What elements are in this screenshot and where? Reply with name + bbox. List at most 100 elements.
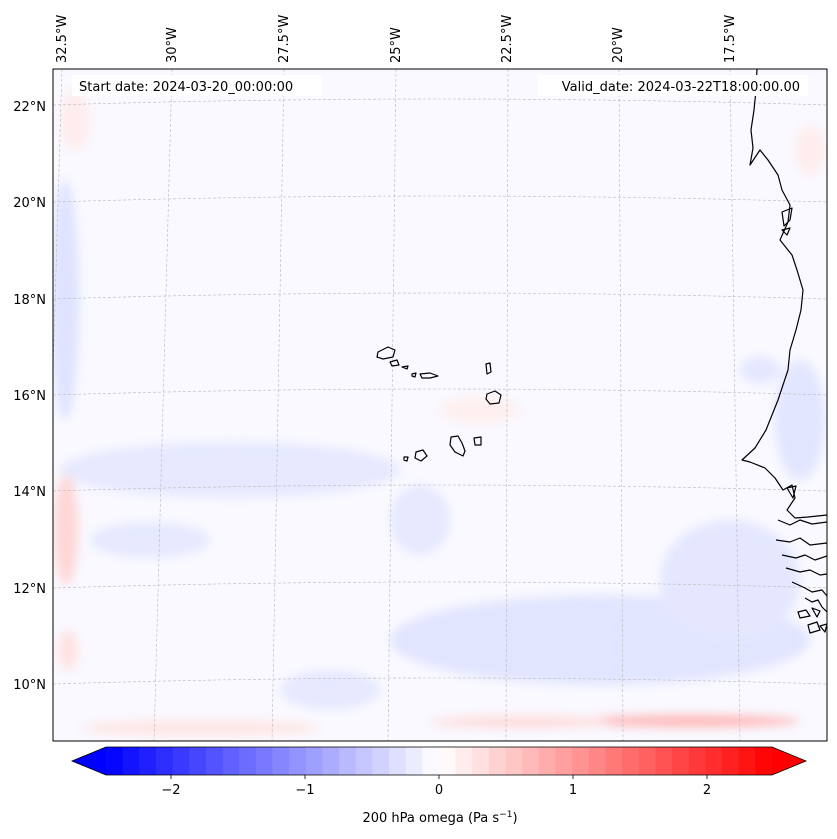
cape-verde-peninsula (786, 485, 797, 499)
colorbar-segment (755, 747, 773, 775)
colorbar-segment (355, 747, 373, 775)
start-date-box (72, 75, 322, 96)
meridian-22-5w (505, 69, 509, 741)
colorbar-label-main: 200 hPa omega (Pa s (362, 811, 499, 826)
bijagos-islands (797, 607, 827, 634)
brava-island (403, 456, 409, 462)
omega-negative-patch (60, 442, 400, 498)
sao-nicolau-island (411, 372, 439, 379)
lon-label-20w: 20°W (611, 27, 626, 63)
colorbar-segment (722, 747, 740, 775)
omega-negative-patch (390, 485, 450, 555)
colorbar-ticks (170, 775, 708, 779)
colorbar-segment (505, 747, 523, 775)
lon-label-27-5w: 27.5°W (277, 15, 292, 63)
meridian-32-5w (53, 69, 63, 382)
omega-positive-patch (440, 396, 520, 424)
colorbar-segment (672, 747, 690, 775)
colorbar-segment (688, 747, 706, 775)
colorbar-positive-extension (772, 747, 806, 775)
meridian-20w (618, 69, 624, 741)
meridian-30w (153, 69, 173, 741)
sao-vicente-island (389, 359, 400, 367)
africa-coastline (741, 69, 827, 519)
colorbar-segment (655, 747, 673, 775)
lat-label-12n: 12°N (13, 582, 46, 597)
colorbar-label-end: ) (512, 811, 517, 826)
colorbar-segment (488, 747, 507, 775)
colorbar-segment (588, 747, 607, 775)
colorbar-label: 200 hPa omega (Pa s−1) (362, 810, 517, 826)
omega-positive-patch (58, 630, 78, 670)
colorbar: −2 −1 0 1 2 200 hPa omega (Pa s−1) (70, 746, 808, 826)
colorbar-segment (205, 747, 224, 775)
parallel-12n (53, 581, 827, 589)
omega-positive-patch (80, 720, 320, 736)
sal-island (485, 362, 492, 375)
map-panel: Start date: 2024-03-20_00:00:00 Valid_da… (53, 69, 827, 741)
omega-negative-patch (90, 522, 210, 558)
longitude-labels: 32.5°W 30°W 27.5°W 25°W 22.5°W 20°W 17.5… (55, 15, 738, 63)
colorbar-segment (705, 747, 723, 775)
lon-label-22-5w: 22.5°W (500, 15, 515, 63)
omega-negative-patch (280, 670, 380, 710)
colorbar-segment (522, 747, 540, 775)
colorbar-segment (305, 747, 324, 775)
colorbar-segment (239, 747, 257, 775)
omega-negative-patch (660, 520, 800, 640)
colorbar-tick-label: 1 (569, 783, 577, 798)
colorbar-segment (122, 747, 140, 775)
colorbar-outline (70, 746, 808, 776)
colorbar-segment (538, 747, 557, 775)
parallel-18n (53, 292, 827, 300)
meridian-25w (387, 69, 397, 741)
santo-antao-island (376, 346, 396, 360)
colorbar-segment (622, 747, 640, 775)
colorbar-label-superscript: −1 (499, 810, 512, 820)
colorbar-segment (139, 747, 157, 775)
lon-label-25w: 25°W (389, 27, 404, 63)
santa-luzia-island (401, 365, 409, 370)
lon-label-17-5w: 17.5°W (723, 15, 738, 63)
lat-label-10n: 10°N (13, 678, 46, 693)
valid-date-label: Valid_date: 2024-03-22T18:00:00.00 (562, 80, 800, 95)
lat-label-14n: 14°N (13, 485, 46, 500)
dakhla-peninsula (781, 207, 793, 227)
omega-field-anomalies (53, 90, 825, 736)
dakhla-islet (781, 227, 791, 236)
colorbar-segment (322, 747, 340, 775)
colorbar-segment (472, 747, 490, 775)
parallel-16n (53, 388, 827, 396)
colorbar-segment (422, 747, 440, 775)
omega-positive-patch (796, 125, 824, 175)
colorbar-tick-label: −2 (161, 783, 180, 798)
omega-positive-patch (430, 716, 610, 728)
omega-negative-patch (775, 360, 825, 480)
omega-positive-patch (54, 475, 78, 585)
coastlines (376, 69, 827, 634)
omega-negative-patch (53, 180, 79, 420)
graticule (53, 69, 827, 741)
parallel-22n (53, 98, 827, 106)
colorbar-segment (222, 747, 240, 775)
parallel-10n (53, 677, 827, 685)
colorbar-segment (155, 747, 174, 775)
valid-date-box (538, 75, 808, 96)
colorbar-segment (389, 747, 407, 775)
maio-island (473, 436, 482, 446)
guinea-bissau-coast (804, 597, 827, 613)
colorbar-segment (439, 747, 457, 775)
colorbar-segment (638, 747, 657, 775)
colorbar-segment (289, 747, 307, 775)
parallel-14n (53, 484, 827, 492)
colorbar-segments (106, 747, 773, 775)
fogo-island (414, 449, 428, 462)
colorbar-segment (172, 747, 190, 775)
colorbar-segment (738, 747, 756, 775)
colorbar-segment (455, 747, 473, 775)
lon-label-32-5w: 32.5°W (55, 15, 70, 63)
omega-positive-patch (61, 90, 89, 150)
lon-label-30w: 30°W (165, 27, 180, 63)
colorbar-segment (272, 747, 290, 775)
lat-label-16n: 16°N (13, 389, 46, 404)
